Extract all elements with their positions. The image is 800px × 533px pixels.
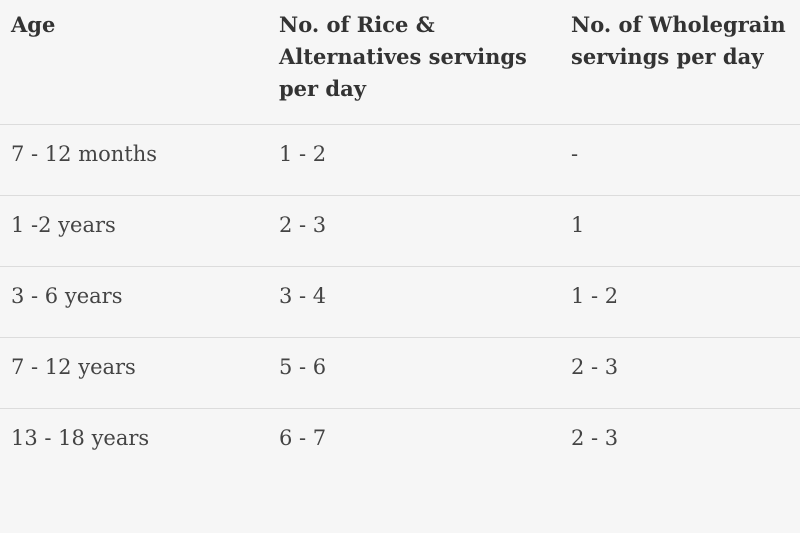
header-wholegrain-servings: No. of Wholegrain servings per day [558, 0, 800, 125]
cell-rice-servings: 5 - 6 [268, 337, 558, 409]
cell-rice-servings: 3 - 4 [268, 266, 558, 338]
table-body: 7 - 12 months 1 - 2 - 1 -2 years 2 - 3 1… [0, 124, 800, 479]
cell-wholegrain-servings: - [558, 124, 800, 196]
cell-age: 3 - 6 years [0, 266, 268, 338]
header-row: Age No. of Rice & Alternatives servings … [0, 0, 800, 125]
cell-rice-servings: 2 - 3 [268, 195, 558, 267]
table-row: 1 -2 years 2 - 3 1 [0, 195, 800, 267]
cell-wholegrain-servings: 2 - 3 [571, 425, 619, 450]
header-age: Age [0, 0, 268, 125]
table-row: 7 - 12 years 5 - 6 2 - 3 [0, 337, 800, 409]
cell-age: 7 - 12 years [0, 337, 268, 409]
cell-wholegrain-servings: 1 - 2 [558, 266, 800, 338]
cell-wholegrain-servings: 2 - 3 [558, 337, 800, 409]
table-row: 13 - 18 years 6 - 7 2 - 3 [0, 408, 800, 479]
table-row: 7 - 12 months 1 - 2 - [0, 124, 800, 196]
header-rice-servings: No. of Rice & Alternatives servings per … [268, 0, 558, 125]
cell-age: 13 - 18 years [11, 425, 150, 450]
servings-table: Age No. of Rice & Alternatives servings … [0, 0, 800, 479]
cell-rice-servings: 1 - 2 [268, 124, 558, 196]
table-header: Age No. of Rice & Alternatives servings … [0, 0, 800, 125]
cell-age: 1 -2 years [0, 195, 268, 267]
cell-wholegrain-servings: 1 [558, 195, 800, 267]
cell-age: 7 - 12 months [0, 124, 268, 196]
table-row: 3 - 6 years 3 - 4 1 - 2 [0, 266, 800, 338]
cell-rice-servings: 6 - 7 [279, 425, 327, 450]
